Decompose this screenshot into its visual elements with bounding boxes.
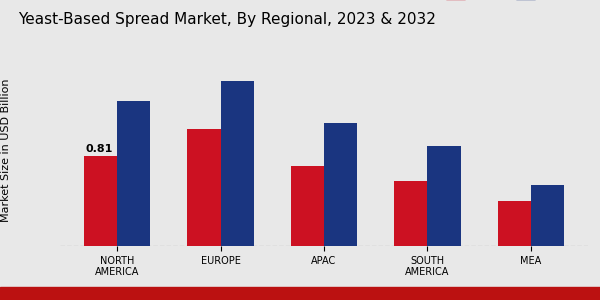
Bar xyxy=(221,81,254,246)
Bar xyxy=(324,123,357,246)
Text: Market Size in USD Billion: Market Size in USD Billion xyxy=(1,78,11,222)
Bar xyxy=(531,185,564,246)
Bar xyxy=(427,146,461,246)
Text: Yeast-Based Spread Market, By Regional, 2023 & 2032: Yeast-Based Spread Market, By Regional, … xyxy=(18,12,436,27)
Legend: 2023, 2032: 2023, 2032 xyxy=(441,0,582,6)
Bar xyxy=(498,201,531,246)
Text: 0.81: 0.81 xyxy=(85,144,112,154)
Bar xyxy=(117,101,150,246)
Bar xyxy=(187,129,221,246)
Bar xyxy=(291,166,324,246)
Bar xyxy=(394,182,427,246)
Bar xyxy=(84,156,117,246)
